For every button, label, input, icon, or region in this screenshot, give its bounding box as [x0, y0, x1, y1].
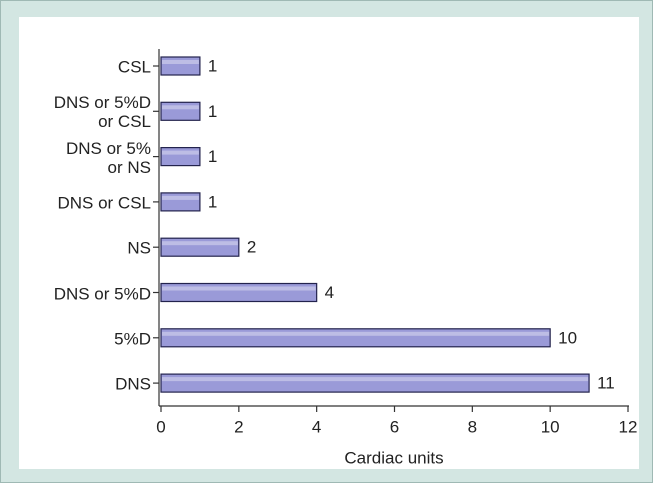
bar [160, 373, 590, 393]
x-tick-label: 8 [468, 417, 477, 436]
plot-panel [19, 17, 639, 469]
bar-highlight [162, 195, 199, 200]
value-label: 2 [247, 238, 256, 257]
bar [160, 282, 318, 303]
bar-highlight [162, 286, 316, 291]
bar [160, 328, 551, 348]
bar [160, 101, 201, 121]
x-tick-label: 0 [156, 417, 165, 436]
bar [160, 237, 240, 257]
bar [160, 56, 201, 76]
bar-highlight [162, 105, 199, 110]
bar [160, 147, 201, 167]
value-label: 1 [208, 147, 217, 166]
bar-highlight [162, 150, 199, 155]
y-tick-label: DNS or 5%D or CSL [53, 93, 151, 132]
y-tick-label: NS [127, 238, 151, 258]
y-tick-label: DNS or CSL [57, 193, 151, 213]
value-label: 10 [558, 328, 577, 347]
y-tick-label: DNS [115, 374, 151, 394]
value-label: 1 [208, 192, 217, 211]
bar-highlight [162, 377, 589, 382]
value-label: 4 [325, 283, 334, 302]
x-tick-label: 2 [234, 417, 243, 436]
y-tick-label: DNS or 5% or NS [65, 138, 151, 177]
bar [160, 192, 201, 212]
x-axis-label: Cardiac units [344, 448, 443, 467]
bar-highlight [162, 241, 238, 246]
x-tick-label: 12 [619, 417, 638, 436]
y-tick-label: 5%D [114, 329, 151, 349]
x-tick-label: 6 [390, 417, 399, 436]
value-label: 1 [208, 56, 217, 75]
value-label: 1 [208, 102, 217, 121]
value-label: 11 [597, 374, 615, 393]
bar-highlight [162, 331, 550, 336]
x-tick-label: 4 [312, 417, 321, 436]
y-tick-label: CSL [117, 57, 151, 77]
x-tick-label: 10 [541, 417, 560, 436]
bar-highlight [162, 60, 199, 64]
y-tick-label: DNS or 5%D [53, 284, 151, 303]
